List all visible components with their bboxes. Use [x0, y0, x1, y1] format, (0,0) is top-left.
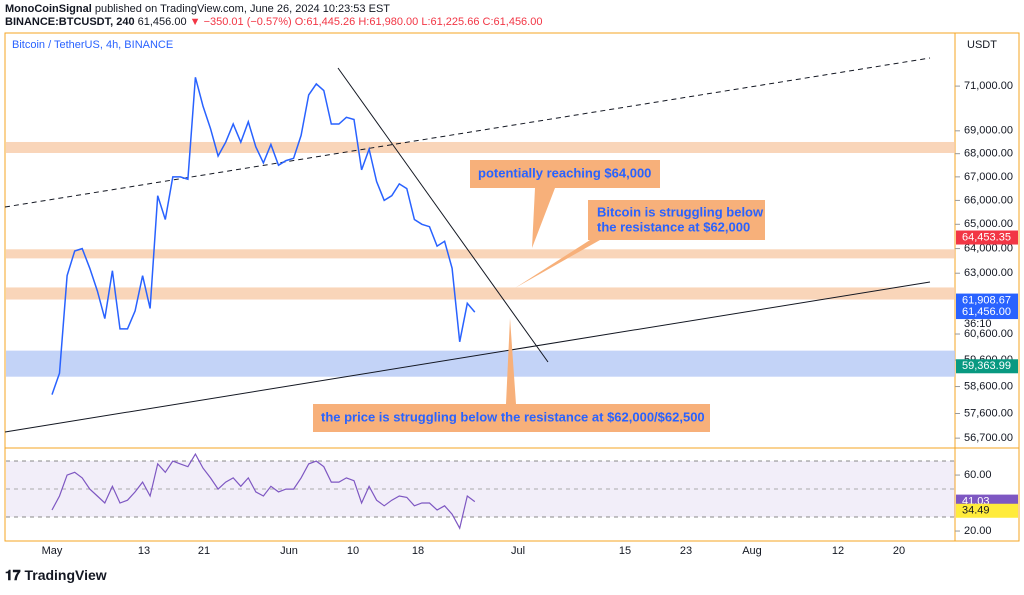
x-tick-label: Jun [280, 545, 298, 557]
x-tick-label: 18 [412, 545, 424, 557]
x-tick-label: May [42, 545, 63, 557]
annotation: Bitcoin is struggling below [597, 204, 764, 219]
callout [470, 160, 660, 248]
zone [6, 249, 955, 259]
chart-frame [4, 32, 1020, 542]
trend-line [4, 57, 931, 208]
footer: TradingView [24, 567, 106, 583]
price-tag-label: 61,908.67 [962, 294, 1011, 306]
x-tick-label: Aug [742, 545, 762, 557]
y-tick-label: 71,000.00 [964, 80, 1013, 92]
y-tick-label: 57,600.00 [964, 407, 1013, 419]
symbol-line: BINANCE:BTCUSDT, 240 61,456.00 ▼ −350.01… [5, 16, 542, 28]
footer-logo: 𝟏𝟕 TradingView [5, 567, 107, 583]
x-tick-label: 10 [347, 545, 359, 557]
change: ▼ −350.01 (−0.57%) [190, 16, 292, 28]
zone [6, 141, 955, 153]
trend-line [4, 281, 931, 433]
price-tag-label: 59,363.99 [962, 360, 1011, 372]
trend-line [337, 67, 549, 363]
annotation: the resistance at $62,000 [597, 219, 750, 234]
annotation: potentially reaching $64,000 [478, 165, 651, 180]
y-tick-label: 65,000.00 [964, 218, 1013, 230]
x-tick-label: Jul [511, 545, 525, 557]
y-tick-label: 67,000.00 [964, 171, 1013, 183]
x-tick-label: 23 [680, 545, 692, 557]
author: MonoCoinSignal [5, 3, 92, 15]
x-tick-label: 21 [198, 545, 210, 557]
y-tick-label: 64,000.00 [964, 242, 1013, 254]
y-tick-label: 60,600.00 [964, 328, 1013, 340]
published: published on TradingView.com, June 26, 2… [95, 3, 390, 15]
symbol: BINANCE:BTCUSDT, 240 [5, 16, 135, 28]
close: C:61,456.00 [483, 16, 543, 28]
y-tick-label: 68,000.00 [964, 148, 1013, 160]
y-tick-label: 60.00 [964, 469, 992, 481]
open: O:61,445.26 [295, 16, 356, 28]
countdown: 36:10 [964, 318, 992, 330]
y-tick-label: 58,600.00 [964, 380, 1013, 392]
y-tick-label: 66,000.00 [964, 194, 1013, 206]
x-tick-label: 20 [893, 545, 905, 557]
last: 61,456.00 [138, 16, 187, 28]
header-line: MonoCoinSignal published on TradingView.… [5, 3, 390, 15]
price-tag-label: 64,453.35 [962, 231, 1011, 243]
price-tag-label: 61,456.00 [962, 306, 1011, 318]
price-tag [956, 230, 1018, 245]
y-tick-label: 56,700.00 [964, 432, 1013, 444]
x-tick-label: 13 [138, 545, 150, 557]
price-tag-label: 34.49 [962, 505, 990, 517]
y-tick-label: 20.00 [964, 525, 992, 537]
callout [313, 318, 710, 432]
annotation: the price is struggling below the resist… [321, 409, 705, 424]
zone [6, 287, 955, 300]
price-tag [956, 293, 1018, 308]
callout [515, 200, 765, 288]
y-tick-label: 69,000.00 [964, 125, 1013, 137]
price-line [51, 77, 476, 395]
x-tick-label: 12 [832, 545, 844, 557]
price-tag [956, 503, 1018, 518]
price-tag [956, 359, 1018, 374]
price-tag [956, 305, 1018, 320]
y-tick-label: 63,000.00 [964, 267, 1013, 279]
low: L:61,225.66 [421, 16, 479, 28]
currency: USDT [967, 39, 997, 51]
x-tick-label: 15 [619, 545, 631, 557]
rsi-line [51, 452, 476, 530]
high: H:61,980.00 [358, 16, 418, 28]
chart-title: Bitcoin / TetherUS, 4h, BINANCE [12, 39, 173, 51]
